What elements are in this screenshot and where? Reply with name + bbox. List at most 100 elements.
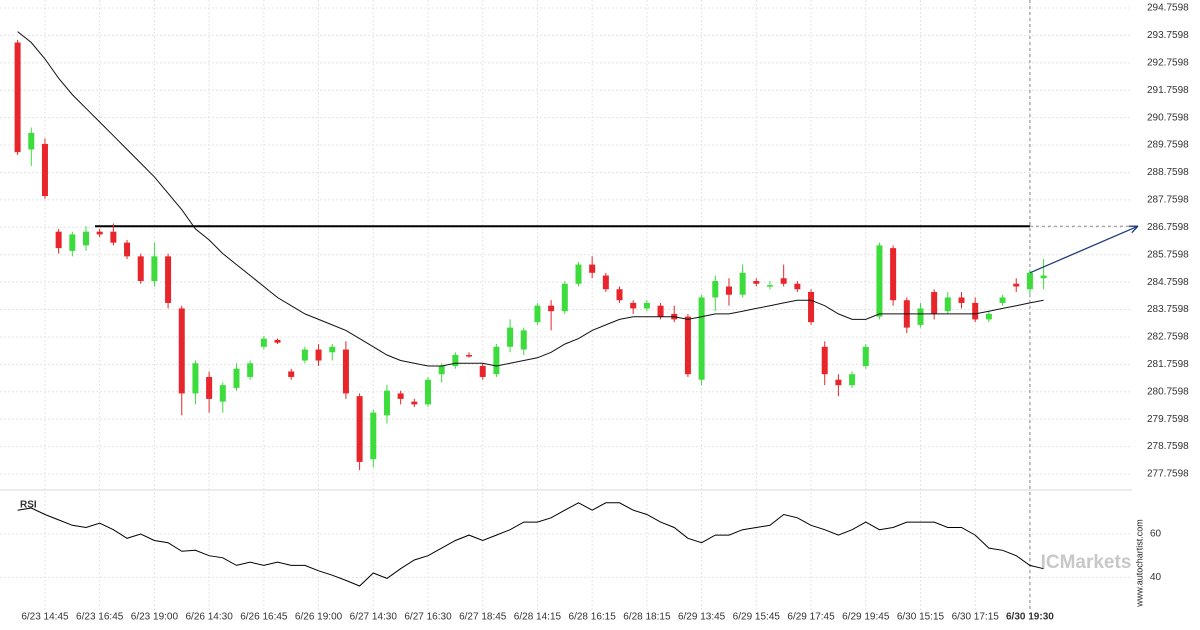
candle-body — [958, 297, 965, 303]
candle-body — [178, 308, 185, 394]
candle-body — [41, 143, 48, 197]
candle-body — [876, 245, 883, 317]
x-tick-label: 6/28 16:15 — [569, 612, 617, 623]
y-tick-label: 288.7598 — [1147, 167, 1189, 178]
y-tick-label: 294.7598 — [1147, 3, 1189, 14]
candle-body — [548, 305, 555, 312]
candle-body — [383, 390, 390, 416]
candle-body — [849, 374, 856, 386]
candle-body — [329, 346, 336, 353]
candle-body — [561, 283, 568, 312]
candle-body — [698, 297, 705, 380]
candle-body — [137, 256, 144, 282]
y-tick-label: 282.7598 — [1147, 332, 1189, 343]
x-tick-label: 6/30 15:15 — [897, 612, 945, 623]
candle-body — [534, 305, 541, 323]
candle-body — [972, 302, 979, 320]
y-tick-label: 293.7598 — [1147, 30, 1189, 41]
candle-body — [397, 393, 404, 399]
candle-body — [438, 365, 445, 375]
credit: www.autochartist.com — [1134, 519, 1144, 608]
candle-body — [247, 363, 254, 377]
candle-body — [493, 346, 500, 375]
y-tick-label: 287.7598 — [1147, 195, 1189, 206]
candle-body — [110, 231, 117, 243]
candle-body — [712, 281, 719, 298]
x-tick-label: 6/30 17:15 — [952, 612, 1000, 623]
candle-body — [931, 291, 938, 314]
candle-body — [192, 363, 199, 394]
candle-body — [69, 234, 76, 251]
candle-body — [917, 308, 924, 325]
candle-body — [835, 379, 842, 386]
candle-body — [479, 365, 486, 377]
forecast-arrowhead — [1128, 225, 1139, 234]
moving-average — [17, 31, 1044, 367]
y-tick-label: 279.7598 — [1147, 414, 1189, 425]
candle-body — [684, 316, 691, 375]
candle-body — [739, 272, 746, 295]
y-tick-label: 277.7598 — [1147, 469, 1189, 480]
x-tick-label: 6/27 14:30 — [350, 612, 398, 623]
y-tick-label: 278.7598 — [1147, 441, 1189, 452]
x-tick-label: 6/29 17:45 — [787, 612, 835, 623]
x-tick-label: 6/26 14:30 — [185, 612, 233, 623]
candle-body — [206, 376, 213, 399]
candle-body — [821, 346, 828, 375]
candle-body — [96, 231, 103, 235]
x-tick-label: 6/27 18:45 — [459, 612, 507, 623]
candle-body — [589, 264, 596, 273]
candle-body — [370, 412, 377, 460]
candle-body — [233, 368, 240, 388]
watermark: ICMarkets — [1041, 552, 1132, 573]
x-tick-label: 6/23 14:45 — [21, 612, 69, 623]
y-tick-label: 285.7598 — [1147, 249, 1189, 260]
candle-body — [944, 297, 951, 312]
candle-body — [575, 264, 582, 284]
candle-body — [985, 313, 992, 320]
candle-body — [999, 297, 1006, 303]
candle-body — [616, 289, 623, 301]
candle-body — [301, 349, 308, 361]
candle-body — [124, 242, 131, 257]
x-tick-label: 6/29 19:45 — [842, 612, 890, 623]
x-tick-label: 6/29 15:45 — [733, 612, 781, 623]
rsi-tick-label: 60 — [1150, 529, 1162, 540]
x-tick-label: 6/26 19:00 — [295, 612, 343, 623]
y-tick-label: 286.7598 — [1147, 222, 1189, 233]
x-tick-label: 6/26 16:45 — [240, 612, 288, 623]
x-tick-label: 6/23 19:00 — [131, 612, 179, 623]
candle-body — [753, 281, 760, 284]
candle-body — [151, 256, 158, 282]
y-tick-label: 289.7598 — [1147, 140, 1189, 151]
candle-body — [657, 305, 664, 317]
y-tick-label: 291.7598 — [1147, 85, 1189, 96]
y-tick-label: 290.7598 — [1147, 112, 1189, 123]
candle-body — [288, 371, 295, 377]
candle-body — [808, 291, 815, 323]
candle-body — [452, 355, 459, 366]
candle-body — [507, 327, 514, 347]
candle-body — [260, 338, 267, 347]
candle-body — [356, 396, 363, 462]
y-tick-label: 280.7598 — [1147, 386, 1189, 397]
x-tick-label: 6/28 14:15 — [514, 612, 562, 623]
y-tick-label: 283.7598 — [1147, 304, 1189, 315]
x-tick-label: 6/30 19:30 — [1006, 612, 1054, 623]
candle-body — [55, 231, 62, 249]
candle-body — [219, 385, 226, 402]
candle-body — [767, 285, 773, 287]
candle-body — [1013, 283, 1020, 287]
forecast-arrow — [1029, 225, 1139, 274]
candle-body — [14, 42, 21, 153]
rsi-tick-label: 40 — [1150, 572, 1162, 583]
candle-body — [890, 248, 897, 301]
candle-body — [83, 231, 89, 246]
candle-body — [602, 275, 609, 290]
candle-body — [411, 401, 418, 405]
candle-body — [630, 302, 637, 309]
rsi-line — [17, 502, 1044, 587]
rsi-label: RSI — [20, 500, 37, 511]
